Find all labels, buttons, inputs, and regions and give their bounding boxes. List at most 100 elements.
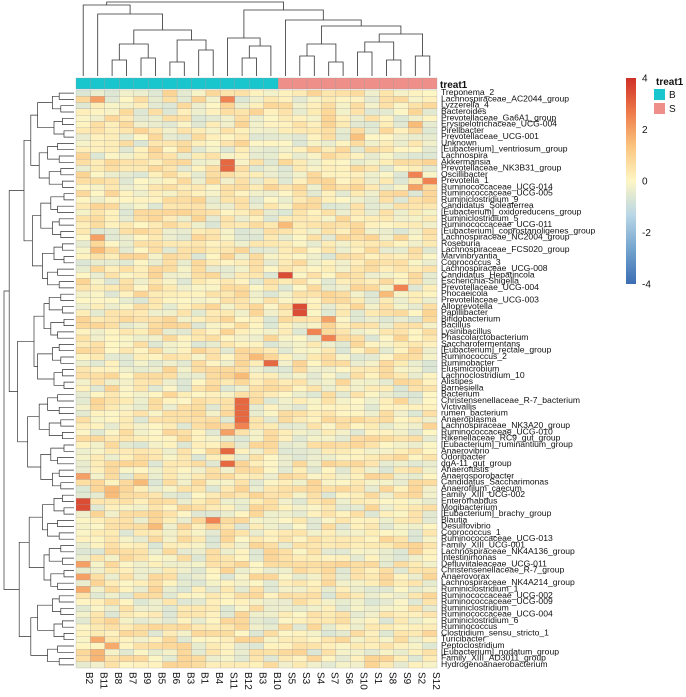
heatmap-cell xyxy=(335,347,351,354)
heatmap-cell xyxy=(176,309,192,317)
heatmap-cell xyxy=(422,649,438,656)
heatmap-cell xyxy=(335,284,351,292)
heatmap-cell xyxy=(292,158,308,166)
dendrogram-branch xyxy=(97,13,163,76)
dendrogram-branch xyxy=(62,557,74,565)
heatmap-cell xyxy=(104,108,120,116)
heatmap-cell xyxy=(350,404,365,411)
heatmap-cell xyxy=(350,341,365,348)
heatmap-cell xyxy=(104,341,120,348)
heatmap-cell xyxy=(335,297,351,304)
heatmap-cell xyxy=(220,385,235,392)
heatmap-cell xyxy=(422,165,438,172)
heatmap-cell xyxy=(407,611,423,618)
dendrogram-branch xyxy=(48,422,63,436)
heatmap-cell xyxy=(278,246,293,254)
heatmap-cell xyxy=(220,454,235,461)
heatmap-cell xyxy=(278,435,293,442)
heatmap-cell xyxy=(90,630,106,637)
heatmap-cell xyxy=(220,96,235,103)
heatmap-cell xyxy=(220,196,235,204)
heatmap-cell xyxy=(335,485,351,493)
heatmap-cell xyxy=(191,567,207,574)
heatmap-cell xyxy=(90,353,106,361)
heatmap-cell xyxy=(176,215,192,223)
heatmap-cell xyxy=(263,309,279,317)
heatmap-cell xyxy=(393,209,409,216)
heatmap-cell xyxy=(306,177,322,185)
heatmap-cell xyxy=(75,460,91,468)
heatmap-cell xyxy=(90,397,106,405)
heatmap-cell xyxy=(148,655,163,662)
heatmap-cell xyxy=(350,630,365,637)
heatmap-cell xyxy=(205,246,221,254)
heatmap-cell xyxy=(407,655,423,662)
heatmap-cell xyxy=(133,246,149,254)
heatmap-cell xyxy=(133,611,149,618)
heatmap-cell xyxy=(75,316,91,323)
heatmap-cell xyxy=(162,309,178,317)
heatmap-cell xyxy=(364,422,380,430)
heatmap-cell xyxy=(234,152,250,160)
heatmap-cell xyxy=(75,184,91,191)
heatmap-cell xyxy=(90,366,106,373)
heatmap-cell xyxy=(176,554,192,562)
heatmap-cell xyxy=(278,115,293,122)
heatmap-cell xyxy=(306,309,322,317)
heatmap-cell xyxy=(407,284,423,292)
heatmap-cell xyxy=(335,177,351,185)
heatmap-cell xyxy=(119,523,134,530)
heatmap-cell xyxy=(321,649,337,656)
heatmap-cell xyxy=(176,517,192,524)
heatmap-cell xyxy=(234,429,250,436)
column-label: B7 xyxy=(127,672,138,685)
heatmap-cell xyxy=(350,334,365,342)
heatmap-cell xyxy=(176,228,192,235)
heatmap-cell xyxy=(364,642,380,650)
heatmap-cell xyxy=(379,554,394,562)
heatmap-cell xyxy=(278,366,293,373)
heatmap-cell xyxy=(90,316,106,323)
heatmap-cell xyxy=(90,466,106,474)
heatmap-cell xyxy=(75,265,91,273)
heatmap-cells xyxy=(75,89,438,669)
heatmap-cell xyxy=(306,385,322,392)
heatmap-cell xyxy=(364,498,380,505)
heatmap-cell xyxy=(292,636,308,643)
heatmap-cell xyxy=(422,579,438,587)
heatmap-cell xyxy=(292,504,308,512)
heatmap-cell xyxy=(249,410,264,417)
heatmap-cell xyxy=(422,636,438,643)
heatmap-cell xyxy=(379,290,394,298)
heatmap-cell xyxy=(292,89,308,97)
heatmap-cell xyxy=(306,636,322,643)
heatmap-cell xyxy=(321,454,337,461)
heatmap-cell xyxy=(191,473,207,480)
heatmap-cell xyxy=(407,573,423,581)
heatmap-cell xyxy=(104,579,120,587)
heatmap-cell xyxy=(364,404,380,411)
heatmap-cell xyxy=(176,435,192,442)
heatmap-cell xyxy=(119,328,134,336)
heatmap-cell xyxy=(350,397,365,405)
heatmap-cell xyxy=(335,328,351,336)
heatmap-cell xyxy=(364,347,380,354)
heatmap-cell xyxy=(205,554,221,562)
heatmap-cell xyxy=(90,523,106,530)
annotation-cell xyxy=(393,77,409,90)
heatmap-cell xyxy=(278,303,293,311)
heatmap-cell xyxy=(350,360,365,367)
heatmap-cell xyxy=(234,542,250,549)
heatmap-cell xyxy=(191,259,207,267)
heatmap-cell xyxy=(407,429,423,436)
heatmap-cell xyxy=(292,523,308,530)
heatmap-cell xyxy=(133,372,149,380)
heatmap-cell xyxy=(162,221,178,229)
heatmap-cell xyxy=(422,240,438,248)
heatmap-cell xyxy=(393,579,409,587)
heatmap-cell xyxy=(422,290,438,298)
heatmap-cell xyxy=(350,535,365,543)
dendrogram-branch xyxy=(58,281,74,289)
heatmap-cell xyxy=(90,284,106,292)
